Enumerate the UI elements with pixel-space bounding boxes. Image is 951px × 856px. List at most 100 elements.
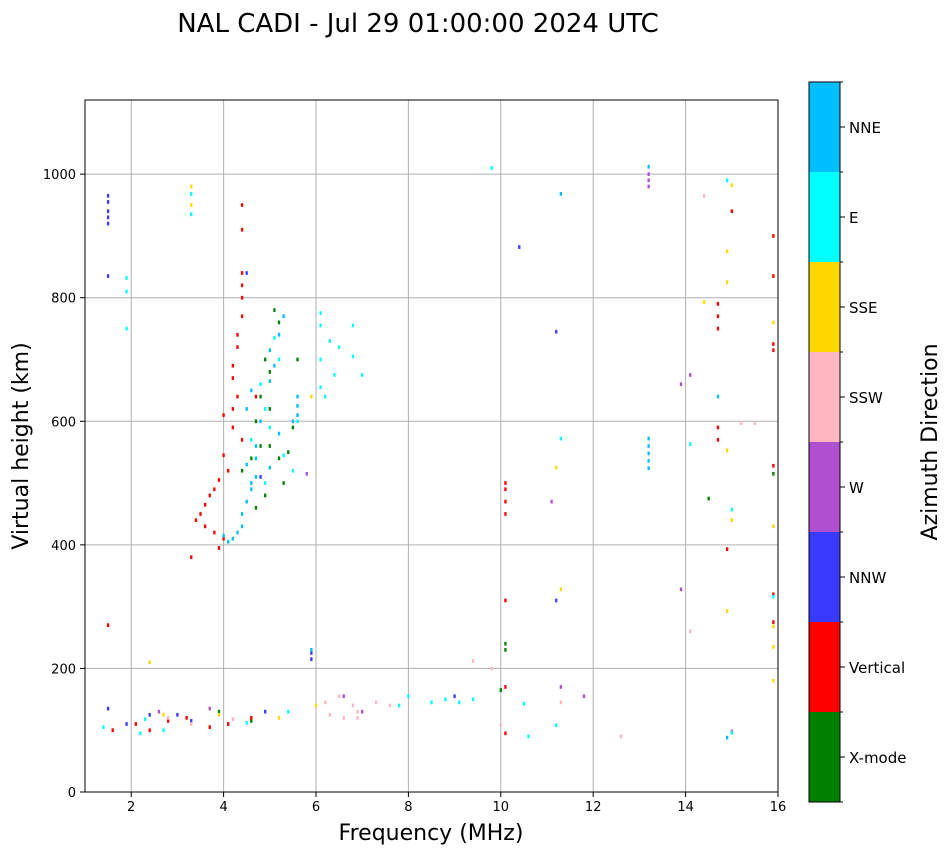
data-point-nne bbox=[259, 419, 262, 424]
data-point-vertical bbox=[240, 314, 244, 319]
data-point-x-mode bbox=[772, 471, 775, 476]
data-point-w bbox=[361, 709, 364, 714]
data-point-e bbox=[555, 723, 558, 728]
data-point-x-mode bbox=[277, 456, 281, 461]
data-point-sse bbox=[162, 712, 165, 717]
data-point-nne bbox=[647, 451, 650, 456]
data-point-vertical bbox=[194, 518, 198, 522]
data-point-ssw bbox=[619, 734, 623, 739]
data-point-e bbox=[361, 373, 364, 377]
data-point-sse bbox=[217, 712, 221, 717]
data-point-vertical bbox=[148, 728, 151, 733]
data-point-x-mode bbox=[259, 444, 262, 448]
data-point-vertical bbox=[213, 530, 216, 535]
data-point-e bbox=[490, 166, 493, 170]
data-point-e bbox=[351, 354, 355, 359]
data-point-nnw bbox=[176, 712, 179, 717]
data-point-nne bbox=[282, 314, 285, 319]
data-point-nne bbox=[268, 348, 271, 353]
data-point-e bbox=[264, 481, 267, 485]
data-point-nnw bbox=[555, 329, 558, 334]
colorbar-tick-label: Vertical bbox=[849, 659, 905, 677]
colorbar-tick-label: SSE bbox=[849, 299, 878, 317]
data-point-sse bbox=[726, 609, 729, 613]
data-point-ssw bbox=[702, 193, 706, 198]
data-point-vertical bbox=[222, 453, 225, 458]
x-tick-label: 10 bbox=[493, 800, 510, 815]
data-point-vertical bbox=[227, 468, 230, 473]
data-point-e bbox=[277, 357, 281, 362]
data-point-sse bbox=[730, 518, 733, 522]
data-point-x-mode bbox=[264, 493, 267, 498]
data-point-sse bbox=[559, 587, 563, 592]
data-point-nne bbox=[254, 475, 258, 479]
data-point-sse bbox=[772, 320, 775, 325]
data-point-nne bbox=[245, 407, 248, 411]
data-point-ssw bbox=[337, 694, 341, 699]
data-point-e bbox=[162, 728, 165, 733]
data-point-nne bbox=[254, 444, 258, 448]
data-point-nnw bbox=[106, 215, 110, 220]
x-tick-label: 2 bbox=[127, 800, 135, 815]
data-point-sse bbox=[148, 660, 151, 665]
data-point-nne bbox=[250, 481, 253, 485]
data-point-vertical bbox=[217, 478, 221, 482]
data-point-e bbox=[333, 373, 336, 377]
data-point-x-mode bbox=[499, 688, 502, 692]
data-point-x-mode bbox=[296, 357, 299, 362]
data-point-sse bbox=[772, 624, 775, 629]
data-point-w bbox=[689, 373, 692, 377]
data-point-e bbox=[319, 323, 322, 328]
data-point-ssw bbox=[689, 629, 692, 634]
y-tick-label: 0 bbox=[68, 786, 76, 801]
data-point-vertical bbox=[504, 499, 507, 504]
data-point-nne bbox=[726, 735, 729, 740]
y-tick-label: 200 bbox=[51, 662, 76, 677]
data-point-x-mode bbox=[240, 468, 244, 473]
data-point-vertical bbox=[199, 512, 202, 516]
data-point-x-mode bbox=[277, 320, 281, 325]
data-point-sse bbox=[730, 183, 733, 188]
data-point-ssw bbox=[231, 717, 234, 721]
data-point-vertical bbox=[772, 274, 775, 278]
data-point-vertical bbox=[240, 271, 244, 275]
chart-title: NAL CADI - Jul 29 01:00:00 2024 UTC bbox=[177, 9, 659, 39]
data-point-e bbox=[190, 192, 193, 196]
data-point-nne bbox=[236, 530, 239, 535]
data-point-vertical bbox=[106, 623, 110, 628]
data-point-nnw bbox=[453, 694, 456, 699]
colorbar-swatch bbox=[809, 82, 840, 172]
data-point-e bbox=[328, 339, 332, 343]
data-point-e bbox=[522, 701, 526, 706]
y-tick-label: 600 bbox=[51, 415, 76, 430]
y-axis-ticks: 0 200 400 600 800 1000 bbox=[43, 168, 85, 801]
data-point-vertical bbox=[504, 481, 507, 485]
data-point-e bbox=[319, 357, 322, 362]
data-point-ssw bbox=[167, 716, 170, 720]
data-point-vertical bbox=[240, 437, 244, 442]
data-point-e bbox=[190, 212, 193, 217]
data-point-e bbox=[444, 697, 447, 702]
data-point-vertical bbox=[236, 332, 239, 337]
data-point-e bbox=[398, 703, 401, 708]
data-point-w bbox=[647, 178, 650, 183]
data-point-vertical bbox=[208, 493, 211, 498]
data-points bbox=[102, 164, 775, 740]
colorbar-tick-label: X-mode bbox=[849, 749, 906, 767]
data-point-x-mode bbox=[273, 308, 276, 312]
y-tick-label: 400 bbox=[51, 539, 76, 554]
data-point-nne bbox=[559, 192, 563, 196]
data-point-nne bbox=[245, 499, 248, 504]
data-point-e bbox=[407, 694, 410, 699]
data-point-x-mode bbox=[217, 709, 221, 714]
data-point-nne bbox=[222, 533, 225, 538]
data-point-nnw bbox=[106, 200, 110, 204]
data-point-vertical bbox=[227, 722, 230, 726]
data-point-e bbox=[471, 697, 475, 702]
data-point-ssw bbox=[490, 666, 493, 671]
data-point-nne bbox=[250, 487, 253, 492]
data-point-x-mode bbox=[268, 370, 271, 374]
data-point-vertical bbox=[185, 716, 188, 720]
data-point-nne bbox=[240, 524, 244, 529]
